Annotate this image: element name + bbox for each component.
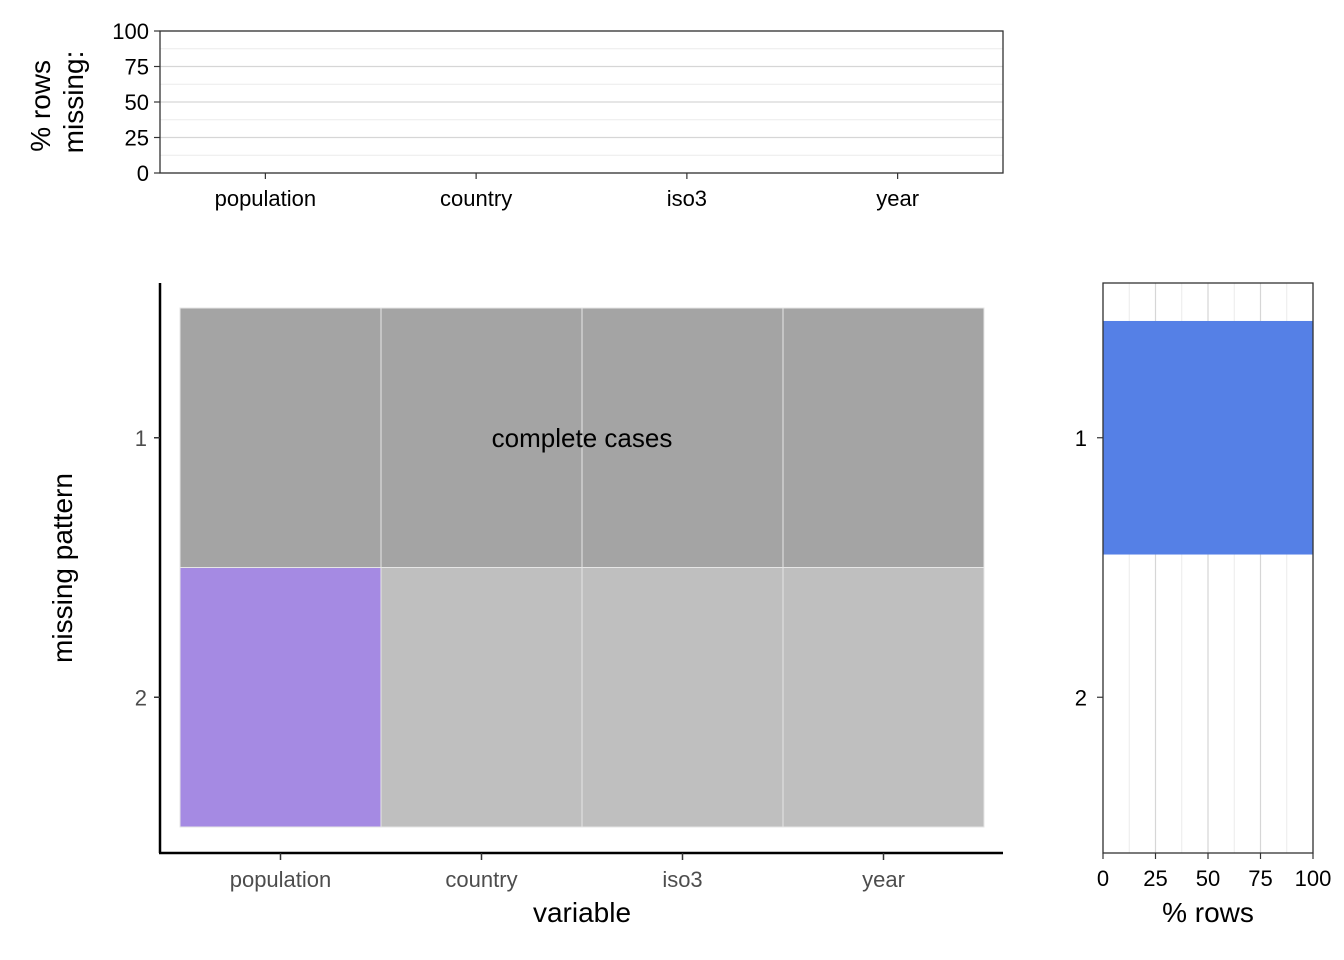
top-panel-y-ticks: 0 25 50 75 100 <box>112 19 160 186</box>
top-x-tick-label: population <box>215 186 317 211</box>
top-x-tick-label: country <box>440 186 512 211</box>
top-y-axis-title-line-2: missing: <box>58 51 89 154</box>
heatmap-cell-1-population <box>179 307 382 568</box>
top-y-tick-label: 100 <box>112 19 149 44</box>
heatmap-cells <box>179 307 985 828</box>
top-x-tick-label: iso3 <box>667 186 707 211</box>
heatmap-cell-2-country <box>380 567 583 828</box>
right-x-axis-title: % rows <box>1162 897 1254 928</box>
right-x-tick-label: 50 <box>1196 866 1220 891</box>
heatmap-cell-1-iso3 <box>581 307 784 568</box>
right-bar-pattern-1 <box>1103 320 1313 555</box>
main-x-axis-title: variable <box>533 897 631 928</box>
main-x-tick-label: iso3 <box>662 867 702 892</box>
right-x-tick-label: 25 <box>1143 866 1167 891</box>
main-y-axis-title: missing pattern <box>47 473 78 663</box>
top-y-tick-label: 75 <box>125 55 149 80</box>
top-y-axis-title-line-1: % rows <box>25 60 56 152</box>
main-y-tick-label: 1 <box>135 426 147 451</box>
main-x-tick-label: population <box>230 867 332 892</box>
right-x-tick-label: 0 <box>1097 866 1109 891</box>
main-x-ticks: population country iso3 year <box>230 853 905 892</box>
right-x-tick-label: 100 <box>1295 866 1332 891</box>
right-x-tick-label: 75 <box>1248 866 1272 891</box>
heatmap-cell-1-country <box>380 307 583 568</box>
right-panel-bars <box>1103 320 1313 555</box>
heatmap-cell-2-iso3 <box>581 567 784 828</box>
main-x-tick-label: year <box>862 867 905 892</box>
top-panel-x-ticks: population country iso3 year <box>215 173 919 211</box>
right-y-tick-label: 1 <box>1075 426 1087 451</box>
right-rows-bar-panel: 12 0 25 50 75 100 % rows <box>1075 282 1331 928</box>
heatmap-cell-2-population <box>179 567 382 828</box>
missing-pattern-heatmap-panel: complete cases 12 population country iso3 y… <box>47 283 1003 928</box>
complete-cases-annotation: complete cases <box>492 423 673 453</box>
main-y-tick-label: 2 <box>135 685 147 710</box>
right-y-tick-label: 2 <box>1075 685 1087 710</box>
main-y-ticks: 12 <box>135 426 160 710</box>
heatmap-cell-1-year <box>782 307 985 568</box>
top-y-tick-label: 50 <box>125 90 149 115</box>
top-y-tick-label: 0 <box>137 161 149 186</box>
top-x-tick-label: year <box>876 186 919 211</box>
right-panel-x-ticks: 0 25 50 75 100 <box>1097 853 1331 891</box>
main-x-tick-label: country <box>445 867 517 892</box>
heatmap-cell-2-year <box>782 567 985 828</box>
top-y-axis-title: % rows missing: <box>25 51 89 154</box>
top-y-tick-label: 25 <box>125 126 149 151</box>
right-panel-y-ticks: 12 <box>1075 426 1103 710</box>
top-missing-bar-panel: 0 25 50 75 100 population country iso3 year % r… <box>25 19 1004 211</box>
